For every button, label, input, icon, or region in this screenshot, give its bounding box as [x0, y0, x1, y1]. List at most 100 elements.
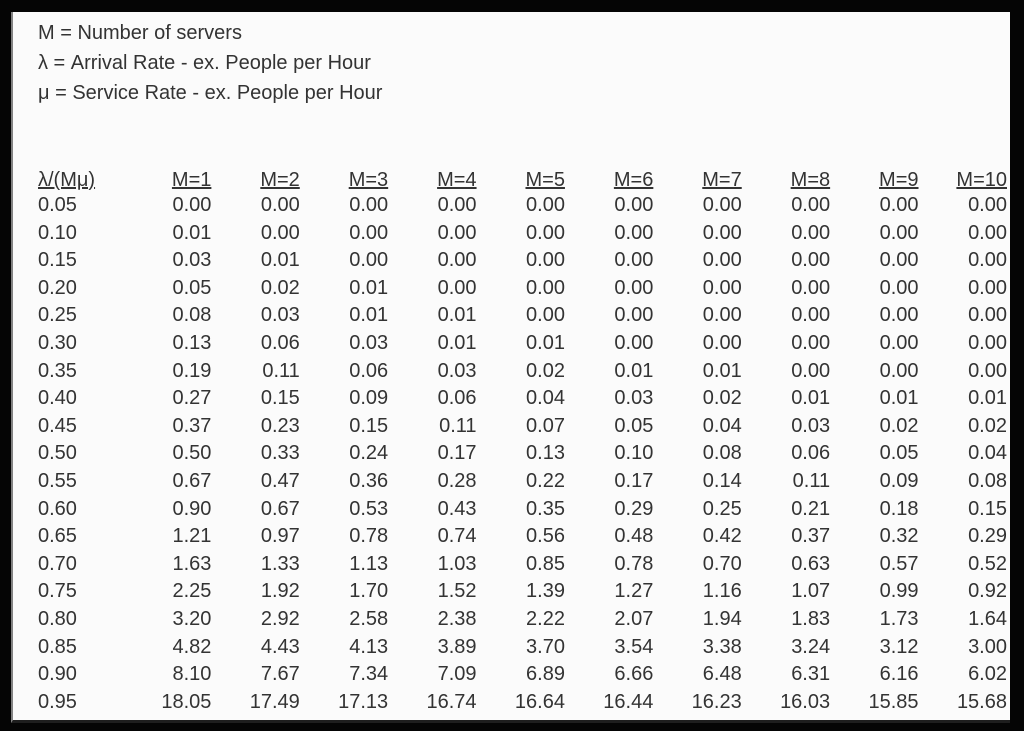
value-cell: 0.00: [172, 194, 212, 216]
value-cell: 0.18: [879, 497, 919, 520]
value-cell: 16.03: [780, 690, 831, 713]
table-row: 0.45 0.37 0.23 0.15 0.11 0.07 0.05 0.04 0.03 0.02…: [13, 413, 1007, 441]
ratio-cell: 0.25: [38, 304, 77, 327]
value-cell: 0.00: [526, 194, 565, 216]
value-cell: 0.00: [702, 304, 742, 327]
value-cell: 3.12: [879, 635, 919, 658]
table-row: 0.65 1.21 0.97 0.78 0.74 0.56 0.48 0.42 0.37 0.32…: [13, 523, 1007, 551]
table-row: 0.55 0.67 0.47 0.36 0.28 0.22 0.17 0.14 0.11 0.09…: [13, 468, 1007, 496]
value-cell: 0.33: [260, 442, 300, 465]
value-cell: 17.49: [249, 690, 300, 713]
value-cell: 0.25: [702, 497, 742, 520]
value-cell: 0.17: [437, 442, 477, 465]
value-cell: 0.21: [791, 497, 831, 520]
value-cell: 0.42: [702, 525, 742, 548]
value-cell: 0.43: [437, 497, 477, 520]
value-cell: 2.58: [349, 607, 389, 630]
value-cell: 0.78: [349, 525, 389, 548]
value-cell: 0.04: [702, 414, 742, 437]
table-row: 0.75 2.25 1.92 1.70 1.52 1.39 1.27 1.16 1.07 0.99…: [13, 578, 1007, 606]
ratio-cell: 0.50: [38, 442, 77, 465]
value-cell: 0.00: [791, 304, 831, 327]
value-cell: 0.53: [349, 497, 389, 520]
value-cell: 0.27: [172, 387, 212, 410]
ratio-cell: 0.65: [38, 525, 77, 548]
value-cell: 0.01: [437, 331, 477, 354]
value-cell: 6.66: [614, 663, 654, 686]
value-cell: 0.01: [879, 387, 919, 410]
value-cell: 0.00: [614, 304, 654, 327]
value-cell: 4.13: [349, 635, 389, 658]
value-cell: 0.15: [349, 414, 389, 437]
value-cell: 1.92: [260, 580, 300, 603]
value-cell: 0.48: [614, 525, 654, 548]
value-cell: 0.37: [791, 525, 831, 548]
legend: M = Number of servers λ = Arrival Rate -…: [38, 18, 382, 108]
ratio-column-header: λ/(Mμ): [38, 169, 96, 191]
value-cell: 0.37: [172, 414, 212, 437]
value-cell: 0.06: [437, 387, 477, 410]
ratio-cell: 0.20: [38, 276, 77, 299]
value-cell: 8.10: [172, 663, 212, 686]
value-cell: 3.20: [172, 607, 212, 630]
table-row: 0.95 18.05 17.49 17.13 16.74 16.64 16.44 16.23 1…: [13, 689, 1007, 717]
value-cell: 16.74: [426, 690, 477, 713]
value-cell: 0.00: [526, 221, 565, 244]
value-cell: 1.63: [172, 552, 212, 575]
value-cell: 0.05: [172, 276, 212, 299]
ratio-cell: 0.55: [38, 469, 77, 492]
value-cell: 0.11: [439, 414, 477, 437]
value-cell: 0.00: [879, 221, 919, 244]
value-cell: 0.56: [526, 525, 565, 548]
server-column-header: M=3: [348, 169, 389, 191]
value-cell: 6.16: [879, 663, 919, 686]
value-cell: 3.38: [702, 635, 742, 658]
server-column-header: M=2: [260, 169, 300, 191]
server-column-header: M=1: [171, 169, 212, 191]
ratio-cell: 0.70: [38, 552, 77, 575]
value-cell: 7.34: [349, 663, 389, 686]
table-row: 0.05 0.00 0.00 0.00 0.00 0.00 0.00 0.00 0.00 0.00…: [13, 192, 1007, 220]
value-cell: 1.64: [968, 607, 1007, 630]
value-cell: 0.01: [702, 359, 742, 382]
value-cell: 0.02: [702, 387, 742, 410]
value-cell: 0.28: [437, 469, 477, 492]
value-cell: 1.73: [879, 607, 919, 630]
value-cell: 0.15: [260, 387, 300, 410]
value-cell: 0.00: [968, 331, 1007, 354]
value-cell: 0.00: [968, 194, 1007, 216]
value-cell: 0.00: [968, 276, 1007, 299]
value-cell: 0.08: [172, 304, 212, 327]
value-cell: 0.00: [349, 221, 389, 244]
value-cell: 0.00: [968, 304, 1007, 327]
value-cell: 0.06: [791, 442, 831, 465]
value-cell: 0.00: [349, 194, 389, 216]
value-cell: 1.39: [526, 580, 565, 603]
value-cell: 0.97: [260, 525, 300, 548]
value-cell: 2.92: [260, 607, 300, 630]
table-row: 0.85 4.82 4.43 4.13 3.89 3.70 3.54 3.38 3.24 3.12…: [13, 634, 1007, 662]
value-cell: 18.05: [161, 690, 212, 713]
value-cell: 0.05: [614, 414, 654, 437]
ratio-cell: 0.30: [38, 331, 77, 354]
value-cell: 0.70: [702, 552, 742, 575]
value-cell: 0.03: [791, 414, 831, 437]
value-cell: 1.03: [437, 552, 477, 575]
value-cell: 0.00: [879, 249, 919, 272]
value-cell: 0.02: [260, 276, 300, 299]
value-cell: 0.29: [614, 497, 654, 520]
value-cell: 0.00: [526, 276, 565, 299]
value-cell: 0.00: [968, 221, 1007, 244]
value-cell: 3.54: [614, 635, 654, 658]
value-cell: 0.01: [791, 387, 831, 410]
value-cell: 0.01: [349, 276, 389, 299]
value-cell: 6.02: [968, 663, 1007, 686]
value-cell: 0.00: [791, 331, 831, 354]
value-cell: 0.03: [614, 387, 654, 410]
value-cell: 0.50: [172, 442, 212, 465]
value-cell: 0.00: [791, 221, 831, 244]
value-cell: 0.08: [702, 442, 742, 465]
value-cell: 0.29: [968, 525, 1007, 548]
value-cell: 3.89: [437, 635, 477, 658]
value-cell: 0.01: [968, 387, 1007, 410]
